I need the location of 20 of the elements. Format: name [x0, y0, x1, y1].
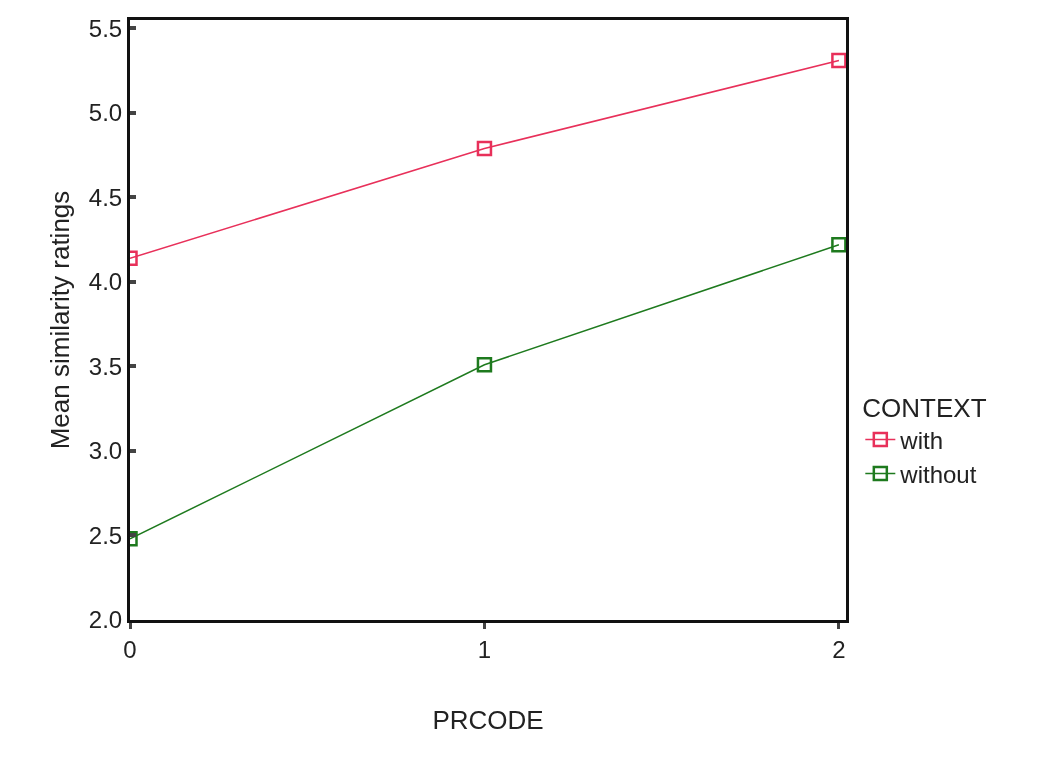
- point: [831, 237, 846, 253]
- x-axis-title: PRCODE: [432, 705, 544, 736]
- y-tick-label: 3.5: [88, 352, 123, 380]
- y-axis-title: Mean similarity ratings: [45, 190, 76, 450]
- y-tick-label: 5.5: [88, 14, 123, 42]
- legend-label: without: [899, 460, 977, 488]
- point: [476, 357, 493, 373]
- x-tick-label: 0: [123, 635, 137, 663]
- y-tick-label: 4.0: [88, 268, 123, 296]
- x-tick-label: 1: [477, 635, 492, 663]
- y-tick-label: 4.5: [88, 183, 123, 211]
- legend-title: CONTEXT: [862, 393, 987, 424]
- point: [831, 52, 846, 69]
- y-tick-label: 2.5: [88, 521, 123, 549]
- point: [476, 140, 493, 157]
- legend-label: with: [899, 426, 944, 454]
- y-tick-label: 2.0: [88, 606, 123, 634]
- y-tick-label: 5.0: [88, 99, 123, 127]
- x-tick-label: 2: [832, 635, 846, 663]
- y-tick-label: 3.0: [88, 437, 123, 465]
